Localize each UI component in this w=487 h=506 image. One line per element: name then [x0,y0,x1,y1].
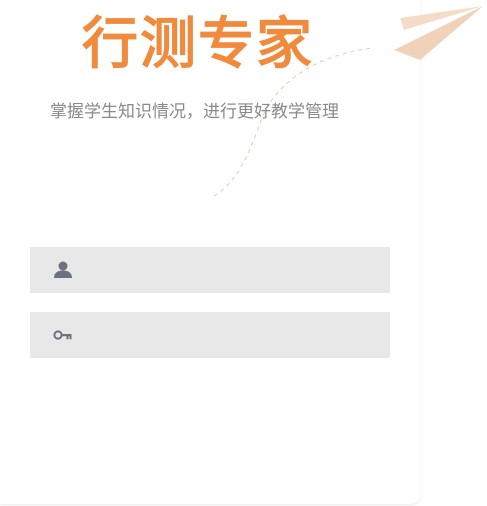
username-field[interactable] [30,247,390,293]
key-icon [53,330,72,340]
app-title: 行测专家 [82,12,314,77]
password-field[interactable] [30,312,390,358]
app-subtitle: 掌握学生知识情况，进行更好教学管理 [50,102,339,122]
user-icon [54,261,72,278]
password-input[interactable] [88,312,378,358]
login-panel [0,504,420,505]
username-input[interactable] [88,247,378,293]
